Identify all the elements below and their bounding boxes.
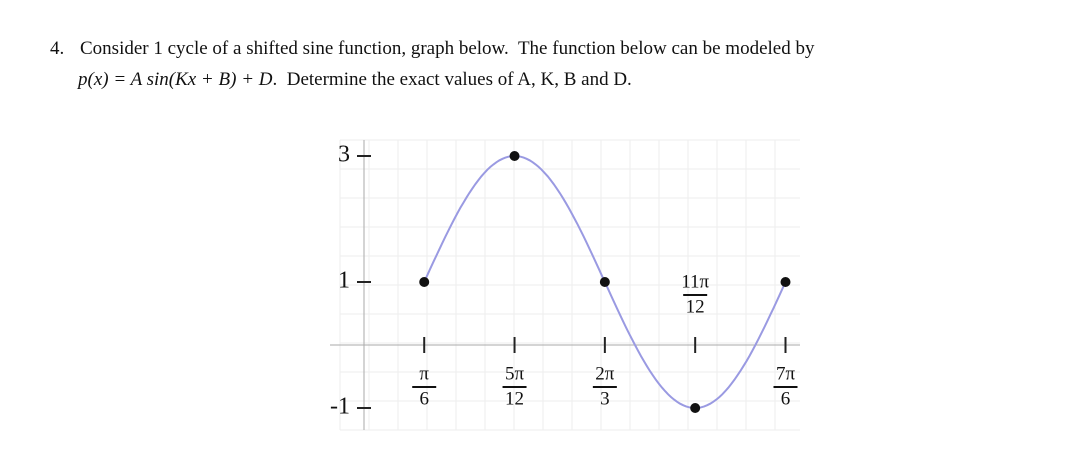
point [419, 277, 430, 287]
question-text: . Determine the exact values of A, K, B … [272, 69, 632, 90]
question-text: Consider 1 cycle of a shifted sine funct… [80, 38, 815, 59]
tick-numerator: 11π [681, 271, 709, 292]
tick-denominator: 12 [505, 388, 524, 409]
tick-numerator: 5π [505, 363, 525, 384]
point [509, 151, 520, 161]
tick-numerator: 2π [595, 363, 615, 384]
tick-denominator: 12 [686, 296, 705, 317]
formula: p(x) = A sin(Kx + B) + D [78, 69, 273, 90]
point [690, 403, 701, 413]
point [599, 277, 610, 287]
tick-denominator: 6 [781, 388, 791, 409]
question-line2: p(x) = A sin(Kx + B) + D. Determine the … [78, 69, 632, 91]
tick-numerator: 7π [776, 363, 796, 384]
question-number: 4. [50, 38, 65, 59]
y-tick-label: 3 [338, 142, 350, 168]
point [780, 277, 791, 287]
y-tick-label: 1 [338, 268, 350, 294]
y-tick-label: -1 [330, 394, 350, 420]
tick-numerator: π [419, 363, 429, 384]
tick-denominator: 3 [600, 388, 610, 409]
tick-denominator: 6 [419, 388, 429, 409]
